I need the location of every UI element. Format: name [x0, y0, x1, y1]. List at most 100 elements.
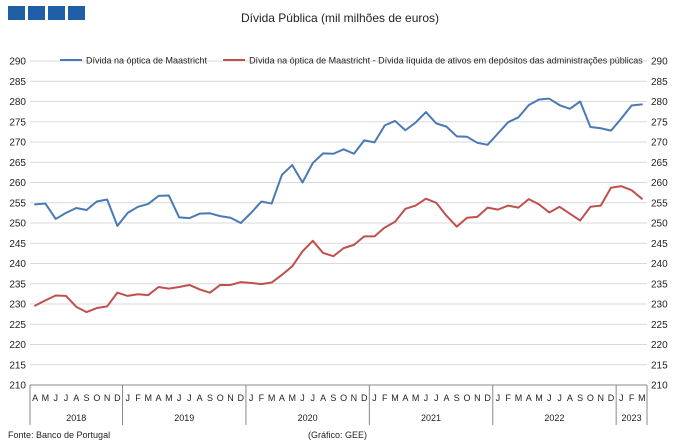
x-tick-label: M	[535, 393, 543, 403]
x-tick-label: F	[505, 393, 511, 403]
x-tick-label: S	[207, 393, 213, 403]
x-tick-label: O	[464, 393, 471, 403]
x-tick-label: S	[330, 393, 336, 403]
legend-label: Dívida na óptica de Maastricht - Dívida …	[249, 56, 643, 66]
x-tick-label: O	[93, 393, 100, 403]
x-tick-label: J	[547, 393, 552, 403]
y-tick-label: 240	[9, 259, 26, 270]
x-tick-label: F	[259, 393, 265, 403]
y-tick-label: 225	[9, 320, 26, 331]
brand-logo	[8, 6, 85, 20]
x-tick-label: N	[351, 393, 358, 403]
y-tick-label: 290	[9, 57, 26, 68]
y-tick-label: 240	[651, 259, 668, 270]
y-tick-label: 260	[9, 178, 26, 189]
legend: Dívida na óptica de Maastricht Dívida na …	[60, 56, 643, 66]
y-tick-label: 270	[9, 138, 26, 149]
y-tick-label: 275	[9, 117, 26, 128]
x-tick-label: M	[288, 393, 296, 403]
y-tick-label: 265	[9, 158, 26, 169]
y-tick-label: 260	[651, 178, 668, 189]
logo-square	[68, 6, 85, 20]
x-tick-label: M	[638, 393, 646, 403]
y-tick-label: 215	[9, 360, 26, 371]
x-tick-label: A	[279, 393, 285, 403]
y-axis-right: 210 215 220 225 230 235 240 245 250 255 260 265 270 2…	[651, 57, 668, 392]
x-tick-label: J	[64, 393, 69, 403]
year-label: 2019	[174, 413, 194, 423]
logo-square	[28, 6, 45, 20]
y-tick-label: 235	[651, 279, 668, 290]
y-tick-label: 280	[651, 97, 668, 108]
y-tick-label: 215	[651, 360, 668, 371]
x-tick-label: S	[577, 393, 583, 403]
y-tick-label: 255	[651, 198, 668, 209]
x-tick-label: F	[629, 393, 635, 403]
x-tick-label: J	[496, 393, 501, 403]
y-tick-label: 220	[9, 340, 26, 351]
year-label: 2020	[298, 413, 318, 423]
x-tick-label: J	[311, 393, 316, 403]
x-tick-label: A	[156, 393, 162, 403]
x-tick-label: A	[402, 393, 408, 403]
x-tick-label: J	[187, 393, 192, 403]
legend-label: Dívida na óptica de Maastricht	[86, 56, 208, 66]
x-tick-label: D	[361, 393, 368, 403]
x-tick-label: S	[84, 393, 90, 403]
x-tick-label: N	[227, 393, 234, 403]
year-label: 2022	[544, 413, 564, 423]
x-tick-label: J	[177, 393, 182, 403]
y-tick-label: 290	[651, 57, 668, 68]
y-tick-label: 280	[9, 97, 26, 108]
logo-square	[48, 6, 65, 20]
x-tick-label: D	[238, 393, 245, 403]
year-label: 2018	[66, 413, 86, 423]
x-tick-label: O	[340, 393, 347, 403]
x-tick-label: M	[268, 393, 276, 403]
x-tick-label: D	[114, 393, 121, 403]
y-tick-label: 220	[651, 340, 668, 351]
x-tick-label: A	[567, 393, 573, 403]
year-label: 2021	[421, 413, 441, 423]
x-tick-label: N	[104, 393, 111, 403]
x-tick-label: M	[165, 393, 173, 403]
y-tick-label: 250	[651, 219, 668, 230]
y-tick-label: 245	[9, 239, 26, 250]
x-tick-label: J	[53, 393, 58, 403]
x-tick-label: N	[474, 393, 481, 403]
y-tick-label: 210	[9, 381, 26, 392]
y-tick-label: 230	[651, 300, 668, 311]
y-tick-label: 275	[651, 117, 668, 128]
x-tick-label: J	[434, 393, 439, 403]
x-tick-label: J	[249, 393, 254, 403]
y-tick-label: 210	[651, 381, 668, 392]
x-tick-label: A	[526, 393, 532, 403]
x-tick-label: M	[42, 393, 50, 403]
series-line-1	[34, 97, 643, 227]
x-tick-label: J	[372, 393, 377, 403]
source-note: Fonte: Banco de Portugal	[8, 430, 110, 440]
x-tick-label: A	[443, 393, 449, 403]
x-tick-label: J	[424, 393, 429, 403]
x-tick-label: N	[597, 393, 604, 403]
x-tick-label: M	[412, 393, 420, 403]
x-tick-label: M	[145, 393, 153, 403]
y-tick-label: 285	[651, 77, 668, 88]
x-tick-label: F	[135, 393, 141, 403]
x-tick-label: O	[587, 393, 594, 403]
x-tick-label: S	[454, 393, 460, 403]
x-tick-label: O	[217, 393, 224, 403]
y-tick-label: 230	[9, 300, 26, 311]
x-tick-label: D	[484, 393, 491, 403]
x-tick-label: F	[382, 393, 388, 403]
x-tick-label: M	[515, 393, 523, 403]
grid-lines	[30, 60, 647, 386]
x-tick-label: D	[608, 393, 615, 403]
y-tick-label: 265	[651, 158, 668, 169]
y-tick-label: 270	[651, 138, 668, 149]
year-label: 2023	[622, 413, 642, 423]
x-tick-label: J	[125, 393, 130, 403]
series-line-2	[34, 185, 643, 314]
x-tick-label: A	[32, 393, 38, 403]
